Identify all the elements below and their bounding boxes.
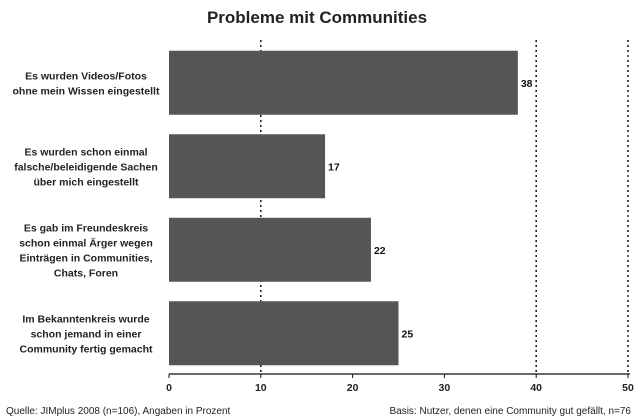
chart-title: Probleme mit Communities	[207, 8, 427, 27]
value-labels: 38 17 22 25	[328, 78, 533, 341]
bars	[169, 50, 518, 366]
x-axis: 0 10 20 30 40 50	[166, 373, 634, 394]
base-note: Basis: Nutzer, denen eine Community gut …	[389, 406, 631, 417]
value-label-2: 22	[374, 245, 386, 257]
value-label-3: 25	[402, 328, 414, 340]
source-note: Quelle: JIMplus 2008 (n=106), Angaben in…	[6, 406, 231, 417]
x-tick-label-40: 40	[530, 382, 542, 394]
x-tick-label-10: 10	[255, 382, 267, 394]
category-label-1: Es wurden schon einmal falsche/beleidigen…	[14, 146, 158, 188]
x-tick-label-30: 30	[439, 382, 451, 394]
category-label-0: Es wurden Videos/Fotos ohne mein Wissen e…	[13, 70, 160, 97]
x-tick-label-0: 0	[166, 382, 172, 394]
bar-3	[169, 301, 399, 366]
value-label-1: 17	[328, 161, 340, 173]
category-labels: Es wurden Videos/Fotos ohne mein Wissen e…	[13, 70, 160, 355]
category-label-2: Es gab im Freundeskreis schon einmal Ärge…	[19, 222, 153, 279]
category-label-3: Im Bekanntenkreis wurde schon jemand in e…	[19, 313, 153, 355]
bar-2	[169, 217, 371, 282]
value-label-0: 38	[521, 78, 533, 90]
bar-0	[169, 50, 518, 115]
x-tick-label-50: 50	[622, 382, 634, 394]
bar-1	[169, 134, 326, 199]
x-tick-label-20: 20	[347, 382, 359, 394]
